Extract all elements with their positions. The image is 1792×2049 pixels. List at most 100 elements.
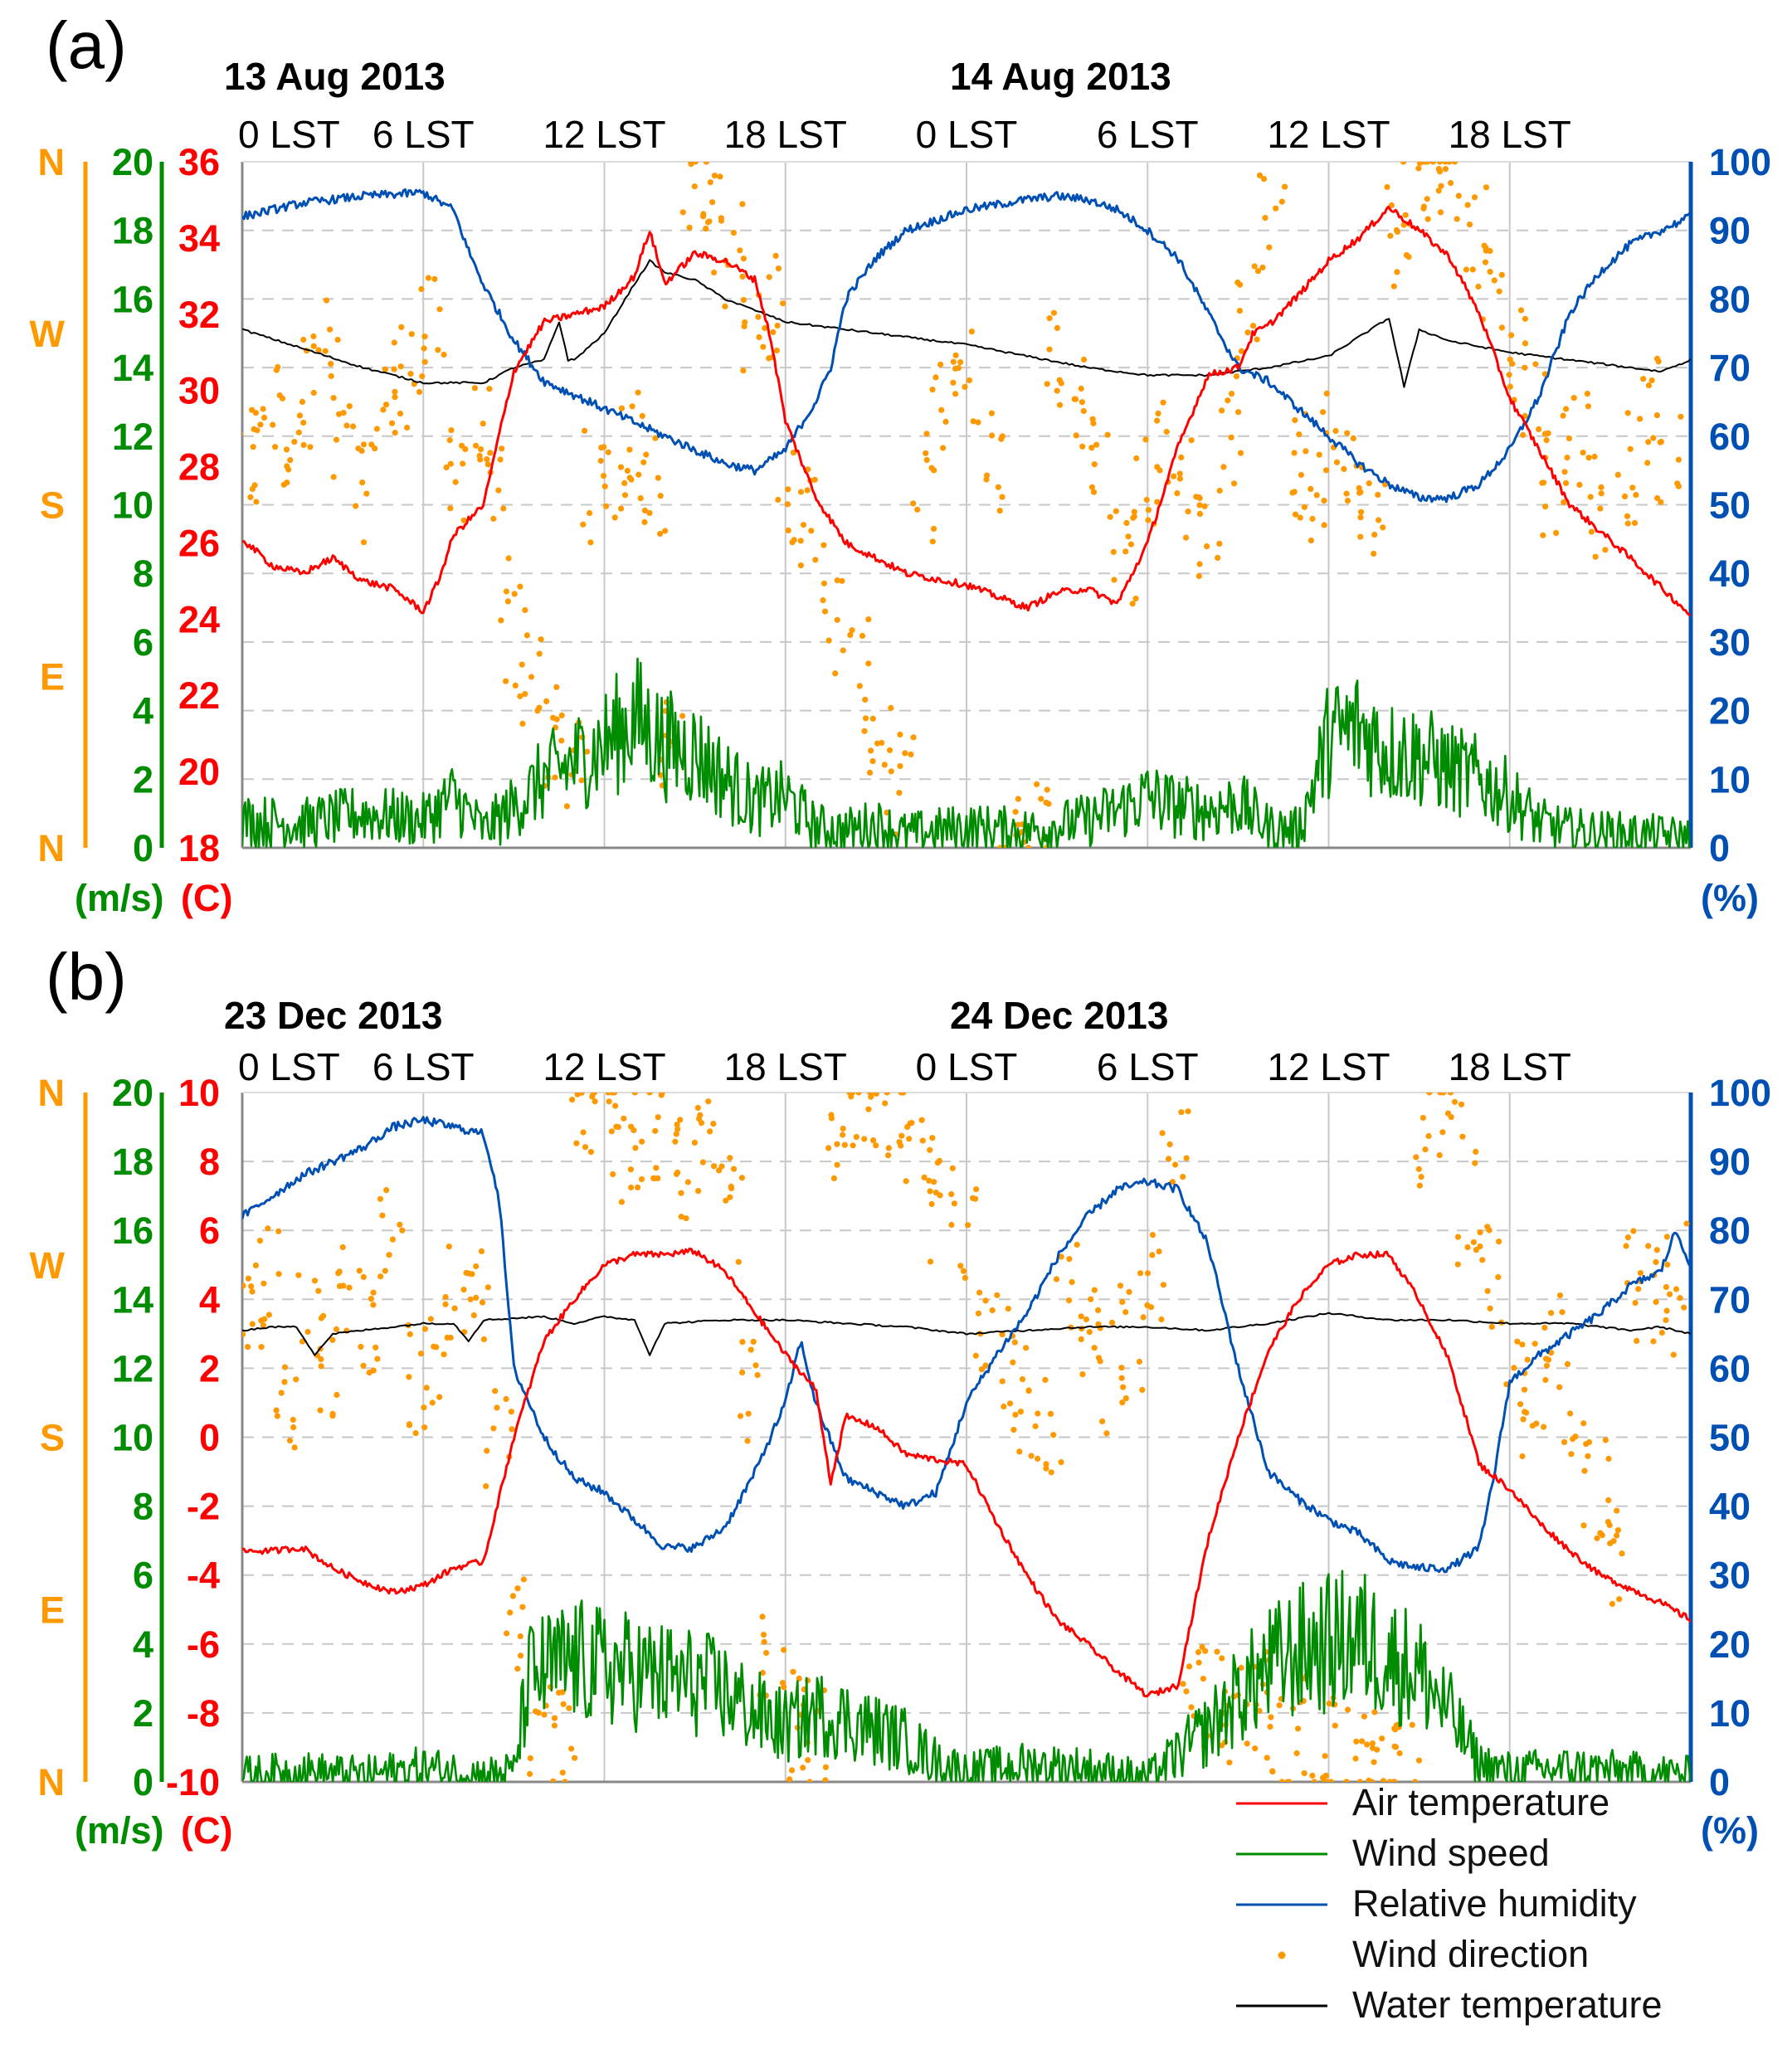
- wind-direction-point: [657, 530, 664, 538]
- wind-direction-point: [1072, 396, 1079, 402]
- wind-direction-tick: E: [40, 655, 65, 698]
- wind-direction-point: [1073, 432, 1079, 439]
- wind-direction-point: [484, 1448, 490, 1454]
- wind-direction-point: [1319, 1774, 1327, 1781]
- wind-direction-point: [1464, 1244, 1471, 1251]
- wind-direction-point: [1297, 514, 1303, 521]
- wind-direction-point: [1235, 409, 1242, 416]
- wind-direction-point: [431, 275, 438, 282]
- date-label-day2: 24 Dec 2013: [950, 994, 1168, 1037]
- wind-direction-point: [699, 1159, 707, 1166]
- wind-direction-point: [503, 588, 510, 595]
- wind-direction-point: [740, 256, 747, 262]
- wind-direction-point: [485, 1284, 491, 1291]
- wind-direction-point: [1409, 1721, 1415, 1728]
- wind-direction-point: [492, 1388, 499, 1394]
- wind-direction-point: [1139, 1386, 1146, 1393]
- wind-direction-point: [1079, 1371, 1086, 1378]
- wind-direction-point: [861, 728, 868, 734]
- wind-direction-point: [723, 1197, 729, 1204]
- wind-direction-point: [955, 364, 962, 372]
- wind-direction-point: [1429, 162, 1436, 165]
- wind-direction-point: [360, 1273, 367, 1280]
- wind-direction-point: [462, 445, 469, 453]
- wind-direction-point: [460, 460, 466, 467]
- wind-direction-point: [1597, 1530, 1604, 1536]
- wind-direction-point: [503, 1395, 509, 1403]
- wind-direction-point: [1588, 528, 1595, 535]
- wind-direction-point: [407, 1331, 413, 1337]
- wind-direction-point: [1583, 1441, 1590, 1448]
- wind-direction-point: [318, 1363, 324, 1370]
- wind-direction-point: [328, 361, 334, 367]
- wind-direction-point: [834, 1141, 840, 1147]
- water-temperature-line: [242, 259, 1691, 388]
- panel-label: (a): [46, 8, 127, 82]
- wind-direction-point: [1437, 209, 1444, 216]
- wind-direction-point: [1054, 387, 1060, 394]
- wind-direction-point: [283, 446, 290, 453]
- wind-direction-point: [998, 436, 1005, 442]
- wind-direction-point: [797, 562, 805, 569]
- wind-direction-point: [872, 1093, 879, 1096]
- wind-direction-point: [423, 1385, 430, 1391]
- wind-direction-point: [1202, 1647, 1209, 1654]
- wind-direction-point: [478, 1248, 485, 1254]
- wind-direction-point: [386, 1252, 392, 1258]
- wind-direction-point: [1472, 1160, 1478, 1166]
- wind-direction-point: [781, 1684, 787, 1691]
- wind-speed-tick: 0: [133, 827, 153, 869]
- legend: Air temperature Wind speed Relative humidi…: [1236, 1781, 1662, 2026]
- wind-speed-unit: (m/s): [75, 1809, 164, 1852]
- wind-direction-point: [512, 682, 519, 689]
- humidity-tick: 40: [1709, 552, 1751, 595]
- wind-direction-point: [896, 790, 903, 796]
- wind-direction-point: [1180, 1174, 1186, 1180]
- wind-direction-point: [562, 1779, 568, 1782]
- wind-direction-point: [1038, 796, 1045, 802]
- humidity-tick: 100: [1709, 1072, 1771, 1114]
- wind-direction-point: [1282, 183, 1288, 190]
- wind-direction-point: [717, 173, 723, 180]
- wind-speed-tick: 18: [112, 210, 153, 252]
- wind-direction-point: [811, 476, 818, 483]
- wind-direction-point: [707, 1128, 713, 1135]
- wind-direction-point: [1484, 1287, 1491, 1294]
- wind-direction-point: [1216, 487, 1223, 494]
- wind-direction-point: [1196, 502, 1203, 509]
- wind-direction-point: [1136, 1358, 1142, 1365]
- wind-direction-point: [740, 297, 747, 304]
- wind-direction-point: [1195, 1659, 1202, 1666]
- wind-direction-point: [621, 479, 628, 487]
- wind-direction-point: [519, 1604, 526, 1610]
- wind-direction-point: [612, 1102, 619, 1109]
- wind-direction-point: [443, 464, 450, 471]
- wind-direction-point: [1396, 1750, 1403, 1757]
- wind-direction-point: [1196, 494, 1203, 502]
- air-temperature-tick: -6: [187, 1623, 220, 1666]
- humidity-tick: 90: [1709, 1141, 1751, 1183]
- wind-direction-point: [300, 336, 307, 343]
- wind-direction-point: [1412, 1779, 1419, 1782]
- wind-direction-point: [1058, 1459, 1064, 1466]
- wind-direction-point: [242, 421, 243, 424]
- wind-direction-point: [1083, 1316, 1089, 1323]
- wind-direction-point: [711, 269, 718, 276]
- wind-direction-point: [1454, 216, 1460, 222]
- wind-direction-point: [705, 1098, 712, 1105]
- wind-direction-point: [822, 1764, 830, 1770]
- wind-speed-tick: 6: [133, 1555, 153, 1597]
- wind-direction-point: [957, 359, 964, 366]
- wind-direction-point: [1380, 1778, 1387, 1782]
- wind-direction-point: [752, 1362, 759, 1369]
- wind-direction-tick: N: [38, 1761, 66, 1803]
- wind-direction-point: [1200, 1676, 1206, 1682]
- wind-direction-point: [1074, 1241, 1080, 1248]
- wind-direction-point: [804, 487, 811, 494]
- wind-direction-point: [329, 1413, 336, 1419]
- humidity-tick: 50: [1709, 1417, 1751, 1459]
- wind-direction-point: [1470, 1239, 1477, 1245]
- wind-direction-point: [1088, 484, 1095, 490]
- wind-direction-point: [1561, 1438, 1568, 1445]
- air-temperature-tick: -4: [187, 1555, 220, 1597]
